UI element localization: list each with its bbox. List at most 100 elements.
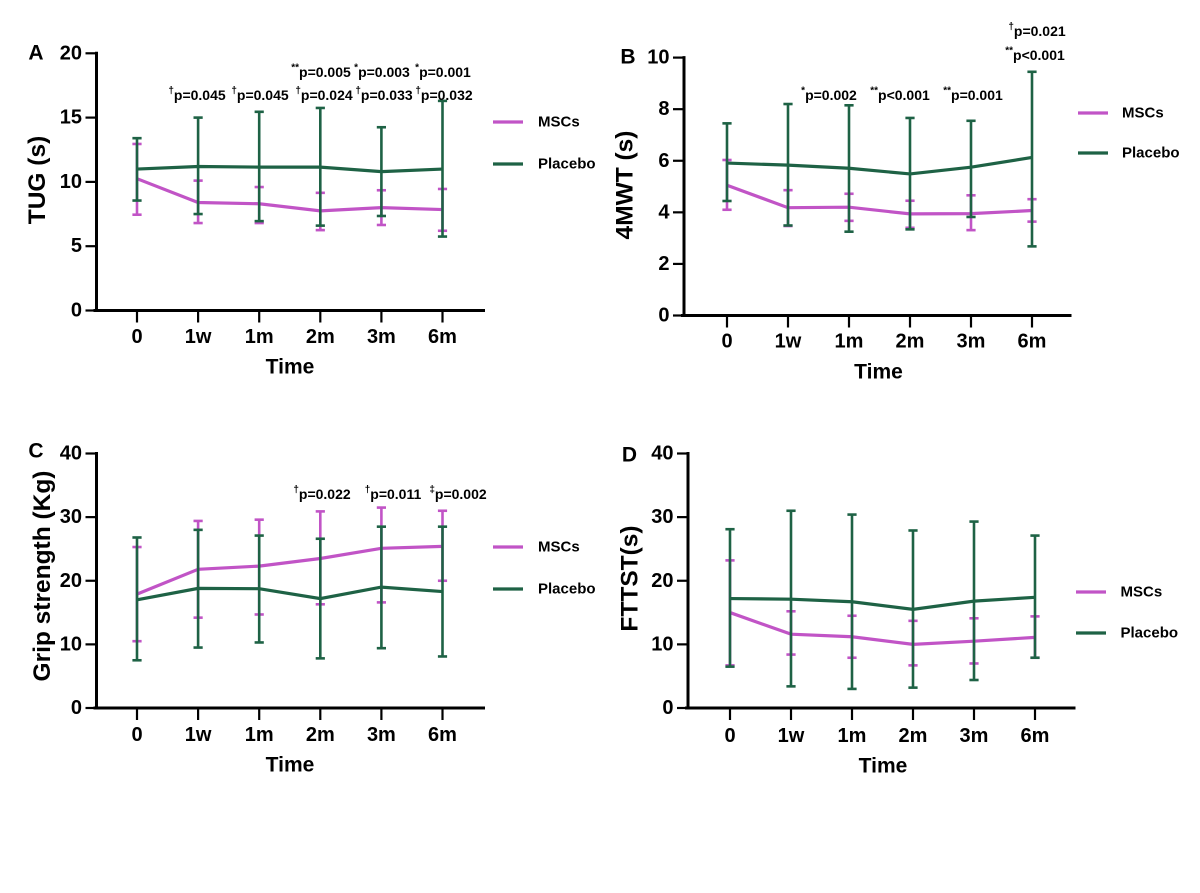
panel-d-series-mscs bbox=[725, 559, 1040, 667]
panel-b-legend-label-mscs: MSCs bbox=[1122, 105, 1164, 122]
panel-c-legend-label-placebo: Placebo bbox=[538, 581, 596, 598]
panel-c-y-tick-label: 20 bbox=[60, 570, 82, 592]
panel-c-y-axis-title: Grip strength (Kg) bbox=[29, 471, 56, 682]
panel-c-x-tick-label: 6m bbox=[428, 724, 457, 746]
panel-b-significance-annotation: **p<0.001 bbox=[1005, 45, 1065, 63]
panel-d-letter: D bbox=[622, 444, 637, 467]
panel-c-y-tick-label: 40 bbox=[60, 443, 82, 465]
panel-d-x-tick-label: 1w bbox=[778, 725, 805, 747]
panel-a-y-tick-label: 5 bbox=[71, 235, 82, 257]
panel-b-y-tick-label: 10 bbox=[647, 47, 669, 69]
panel-b-y-tick-label: 6 bbox=[658, 150, 669, 172]
panel-a-significance-annotation: †p=0.045 bbox=[168, 85, 226, 103]
panel-a-significance-annotation: *p=0.001 bbox=[415, 62, 471, 80]
panel-d-y-tick-label: 0 bbox=[662, 697, 673, 719]
panel-b-placebo-line bbox=[726, 155, 1033, 176]
panel-d-legend-label-placebo: Placebo bbox=[1121, 625, 1179, 642]
panel-b-y-tick-label: 0 bbox=[658, 305, 669, 327]
panel-b-x-tick-label: 1w bbox=[775, 331, 802, 353]
panel-a-x-tick-label: 1m bbox=[245, 326, 274, 348]
panel-c-significance-annotation: †p=0.011 bbox=[365, 484, 422, 502]
panel-c-mscs-line bbox=[136, 544, 443, 596]
panel-c: 0 10 20 30 40 0 1w 1m 2m 3m 6m Time Grip strength (K… bbox=[28, 440, 595, 777]
panel-b-significance-annotation: **p=0.001 bbox=[943, 85, 1003, 103]
panel-b-legend: MSCs Placebo bbox=[1078, 105, 1180, 162]
panel-a-x-tick-label: 6m bbox=[428, 326, 457, 348]
panel-d-x-tick-label: 2m bbox=[899, 725, 928, 747]
panel-a-legend-label-placebo: Placebo bbox=[538, 156, 596, 173]
panel-a-letter: A bbox=[28, 42, 43, 65]
panel-b-legend-label-placebo: Placebo bbox=[1122, 145, 1180, 162]
panel-a-significance-annotation: †p=0.045 bbox=[231, 85, 289, 103]
panel-a: 0 5 10 15 20 0 1w 1m 2m 3m 6m Time TUG (s) A MSCs Place… bbox=[24, 42, 596, 379]
panel-a-significance-annotation: †p=0.033 bbox=[355, 85, 413, 103]
panel-a-significance-annotation: *p=0.003 bbox=[354, 62, 410, 80]
panel-a-significance-annotation: †p=0.032 bbox=[415, 85, 473, 103]
panel-c-legend: MSCs Placebo bbox=[493, 539, 596, 598]
panel-c-y-tick-label: 10 bbox=[60, 633, 82, 655]
panel-c-y-tick-label: 30 bbox=[60, 506, 82, 528]
panel-c-x-tick-label: 1m bbox=[245, 724, 274, 746]
panel-d-placebo-line bbox=[729, 595, 1036, 611]
panel-d-series-placebo bbox=[725, 509, 1040, 691]
panel-a-series-placebo bbox=[132, 99, 448, 238]
panel-b-x-tick-label: 6m bbox=[1018, 331, 1047, 353]
panel-a-x-axis-title: Time bbox=[266, 356, 315, 379]
panel-a-y-axis-title: TUG (s) bbox=[24, 136, 51, 224]
panel-a-series-mscs bbox=[132, 142, 448, 233]
panel-b-series-placebo bbox=[722, 70, 1037, 248]
panel-a-x-tick-label: 2m bbox=[306, 326, 335, 348]
panel-c-x-tick-label: 0 bbox=[131, 724, 142, 746]
panel-c-x-tick-label: 1w bbox=[185, 724, 212, 746]
panel-b-letter: B bbox=[620, 46, 635, 69]
panel-c-x-tick-label: 2m bbox=[306, 724, 335, 746]
panel-c-significance-annotation: †p=0.022 bbox=[293, 484, 351, 502]
panel-a-legend-label-mscs: MSCs bbox=[538, 114, 580, 131]
panel-a-placebo-line bbox=[136, 164, 443, 174]
panel-d-legend-label-mscs: MSCs bbox=[1121, 584, 1163, 601]
panel-b-x-axis-title: Time bbox=[854, 361, 903, 384]
panel-d: 0 10 20 30 40 0 1w 1m 2m 3m 6m Time FTTST(s) D MSCs Pla… bbox=[617, 443, 1179, 778]
panel-a-x-tick-label: 1w bbox=[185, 326, 212, 348]
panel-c-legend-label-mscs: MSCs bbox=[538, 539, 580, 556]
panel-d-x-tick-label: 0 bbox=[724, 725, 735, 747]
panel-d-x-tick-label: 1m bbox=[838, 725, 867, 747]
panel-d-y-tick-label: 10 bbox=[651, 633, 673, 655]
panel-a-y-tick-label: 0 bbox=[71, 300, 82, 322]
panel-d-y-tick-label: 30 bbox=[651, 506, 673, 528]
panel-a-x-tick-label: 0 bbox=[131, 326, 142, 348]
panel-c-x-tick-label: 3m bbox=[367, 724, 396, 746]
panel-b-y-axis-title: 4MWT (s) bbox=[612, 131, 639, 240]
panel-d-y-tick-label: 40 bbox=[651, 443, 673, 465]
panel-c-series-placebo bbox=[132, 525, 448, 662]
panel-b-significance-annotation: *p=0.002 bbox=[801, 85, 857, 103]
panel-a-significance-annotation: †p=0.024 bbox=[295, 85, 353, 103]
panel-b-significance-annotation: †p=0.021 bbox=[1008, 21, 1066, 39]
panel-a-legend: MSCs Placebo bbox=[493, 114, 596, 173]
panel-d-mscs-line bbox=[729, 611, 1036, 646]
panel-d-x-tick-label: 3m bbox=[960, 725, 989, 747]
panel-b-y-tick-label: 8 bbox=[658, 98, 669, 120]
panel-a-significance-annotation: **p=0.005 bbox=[291, 62, 351, 80]
panel-b-x-tick-label: 0 bbox=[721, 331, 732, 353]
panel-a-y-tick-label: 10 bbox=[60, 171, 82, 193]
panel-a-x-tick-label: 3m bbox=[367, 326, 396, 348]
panel-b: 0 2 4 6 8 10 0 1w 1m 2m 3m 6m Time 4MWT (s) B MSCs Place… bbox=[612, 21, 1180, 384]
panel-c-significance-annotation: ‡p=0.002 bbox=[429, 484, 487, 502]
panel-b-x-tick-label: 1m bbox=[835, 331, 864, 353]
panel-c-letter: C bbox=[28, 440, 43, 463]
panel-d-x-axis-title: Time bbox=[859, 755, 908, 778]
panel-c-placebo-line bbox=[136, 585, 443, 602]
panel-b-mscs-line bbox=[726, 183, 1033, 216]
panel-b-y-tick-label: 2 bbox=[658, 253, 669, 275]
panel-c-series-mscs bbox=[132, 506, 448, 643]
panel-b-y-tick-label: 4 bbox=[658, 201, 670, 223]
panel-d-legend: MSCs Placebo bbox=[1076, 584, 1178, 642]
panel-a-mscs-line bbox=[136, 177, 443, 213]
panel-a-y-tick-label: 20 bbox=[60, 42, 82, 64]
panel-b-significance-annotation: **p<0.001 bbox=[870, 85, 930, 103]
panel-b-x-tick-label: 3m bbox=[957, 331, 986, 353]
panel-b-x-tick-label: 2m bbox=[896, 331, 925, 353]
